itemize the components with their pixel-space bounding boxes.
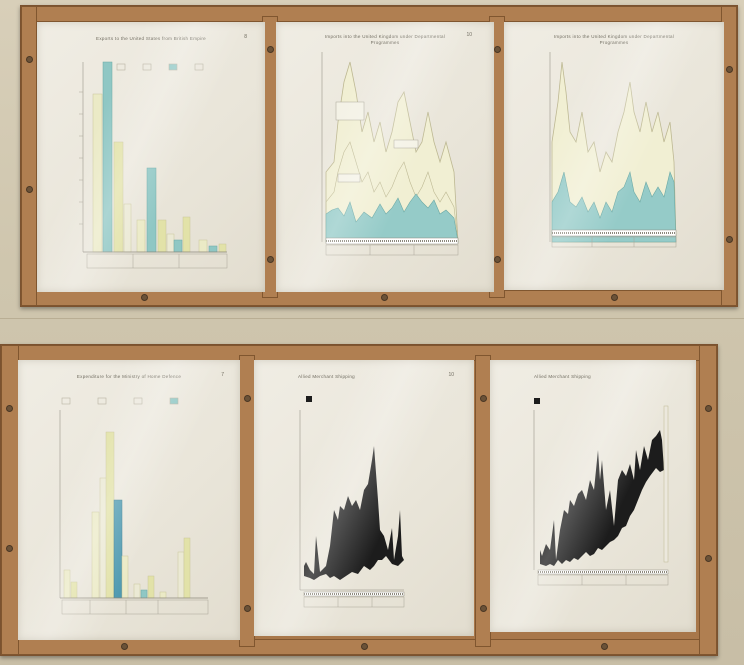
sheet-title: Imports into the United Kingdom under De… — [553, 34, 675, 45]
sheet-number: 10 — [448, 372, 454, 378]
sheet-title: Expenditure for the Ministry of Home Def… — [76, 374, 182, 379]
screw — [726, 236, 733, 243]
top-frame-top-rail — [21, 6, 737, 22]
chart-sheet-shipping-b: Allied Merchant Shipping — [490, 360, 696, 632]
chart-sheet-imports-b: Imports into the United Kingdom under De… — [504, 22, 724, 290]
chart-sheet-imports-a: Imports into the United Kingdom under De… — [276, 22, 494, 292]
bottom-frame-left-rail — [1, 345, 19, 655]
shipping-chart-graphic — [533, 398, 669, 586]
screw — [361, 643, 368, 650]
screw — [726, 66, 733, 73]
bottom-frame-right-rail — [699, 345, 717, 655]
sheet-number: 7 — [221, 372, 224, 378]
screw — [6, 545, 13, 552]
screw — [244, 395, 251, 402]
top-frame-bottom-rail — [21, 290, 737, 306]
bottom-frame-top-rail — [1, 345, 717, 361]
bottom-frame-bottom-rail — [1, 639, 717, 655]
screw — [601, 643, 608, 650]
screw — [121, 643, 128, 650]
screw — [480, 605, 487, 612]
wall-seam — [0, 318, 744, 319]
shipping-chart-graphic — [299, 396, 405, 608]
screw — [705, 405, 712, 412]
sheet-title: Allied Merchant Shipping — [298, 374, 355, 379]
screw — [6, 405, 13, 412]
bar-chart-graphic — [59, 397, 209, 615]
screw — [244, 605, 251, 612]
chart-sheet-exports: Exports to the United States from Britis… — [37, 22, 265, 292]
screw — [26, 186, 33, 193]
screw — [141, 294, 148, 301]
screw — [705, 555, 712, 562]
screw — [381, 294, 388, 301]
screw — [267, 46, 274, 53]
chart-sheet-shipping-a: Allied Merchant Shipping 10 — [254, 360, 474, 636]
screw — [26, 56, 33, 63]
sheet-title: Exports to the United States from Britis… — [96, 36, 206, 41]
sheet-number: 10 — [466, 32, 472, 38]
screw — [267, 256, 274, 263]
chart-sheet-expenditure: Expenditure for the Ministry of Home Def… — [18, 360, 240, 640]
area-chart-graphic — [321, 52, 459, 256]
area-chart-graphic — [549, 52, 677, 248]
sheet-number: 8 — [244, 34, 247, 40]
sheet-title: Allied Merchant Shipping — [534, 374, 591, 379]
screw — [494, 46, 501, 53]
screw — [611, 294, 618, 301]
screw — [494, 256, 501, 263]
top-frame-left-rail — [21, 6, 37, 306]
bar-chart-graphic — [79, 61, 228, 269]
screw — [480, 395, 487, 402]
sheet-title: Imports into the United Kingdom under De… — [324, 34, 446, 45]
